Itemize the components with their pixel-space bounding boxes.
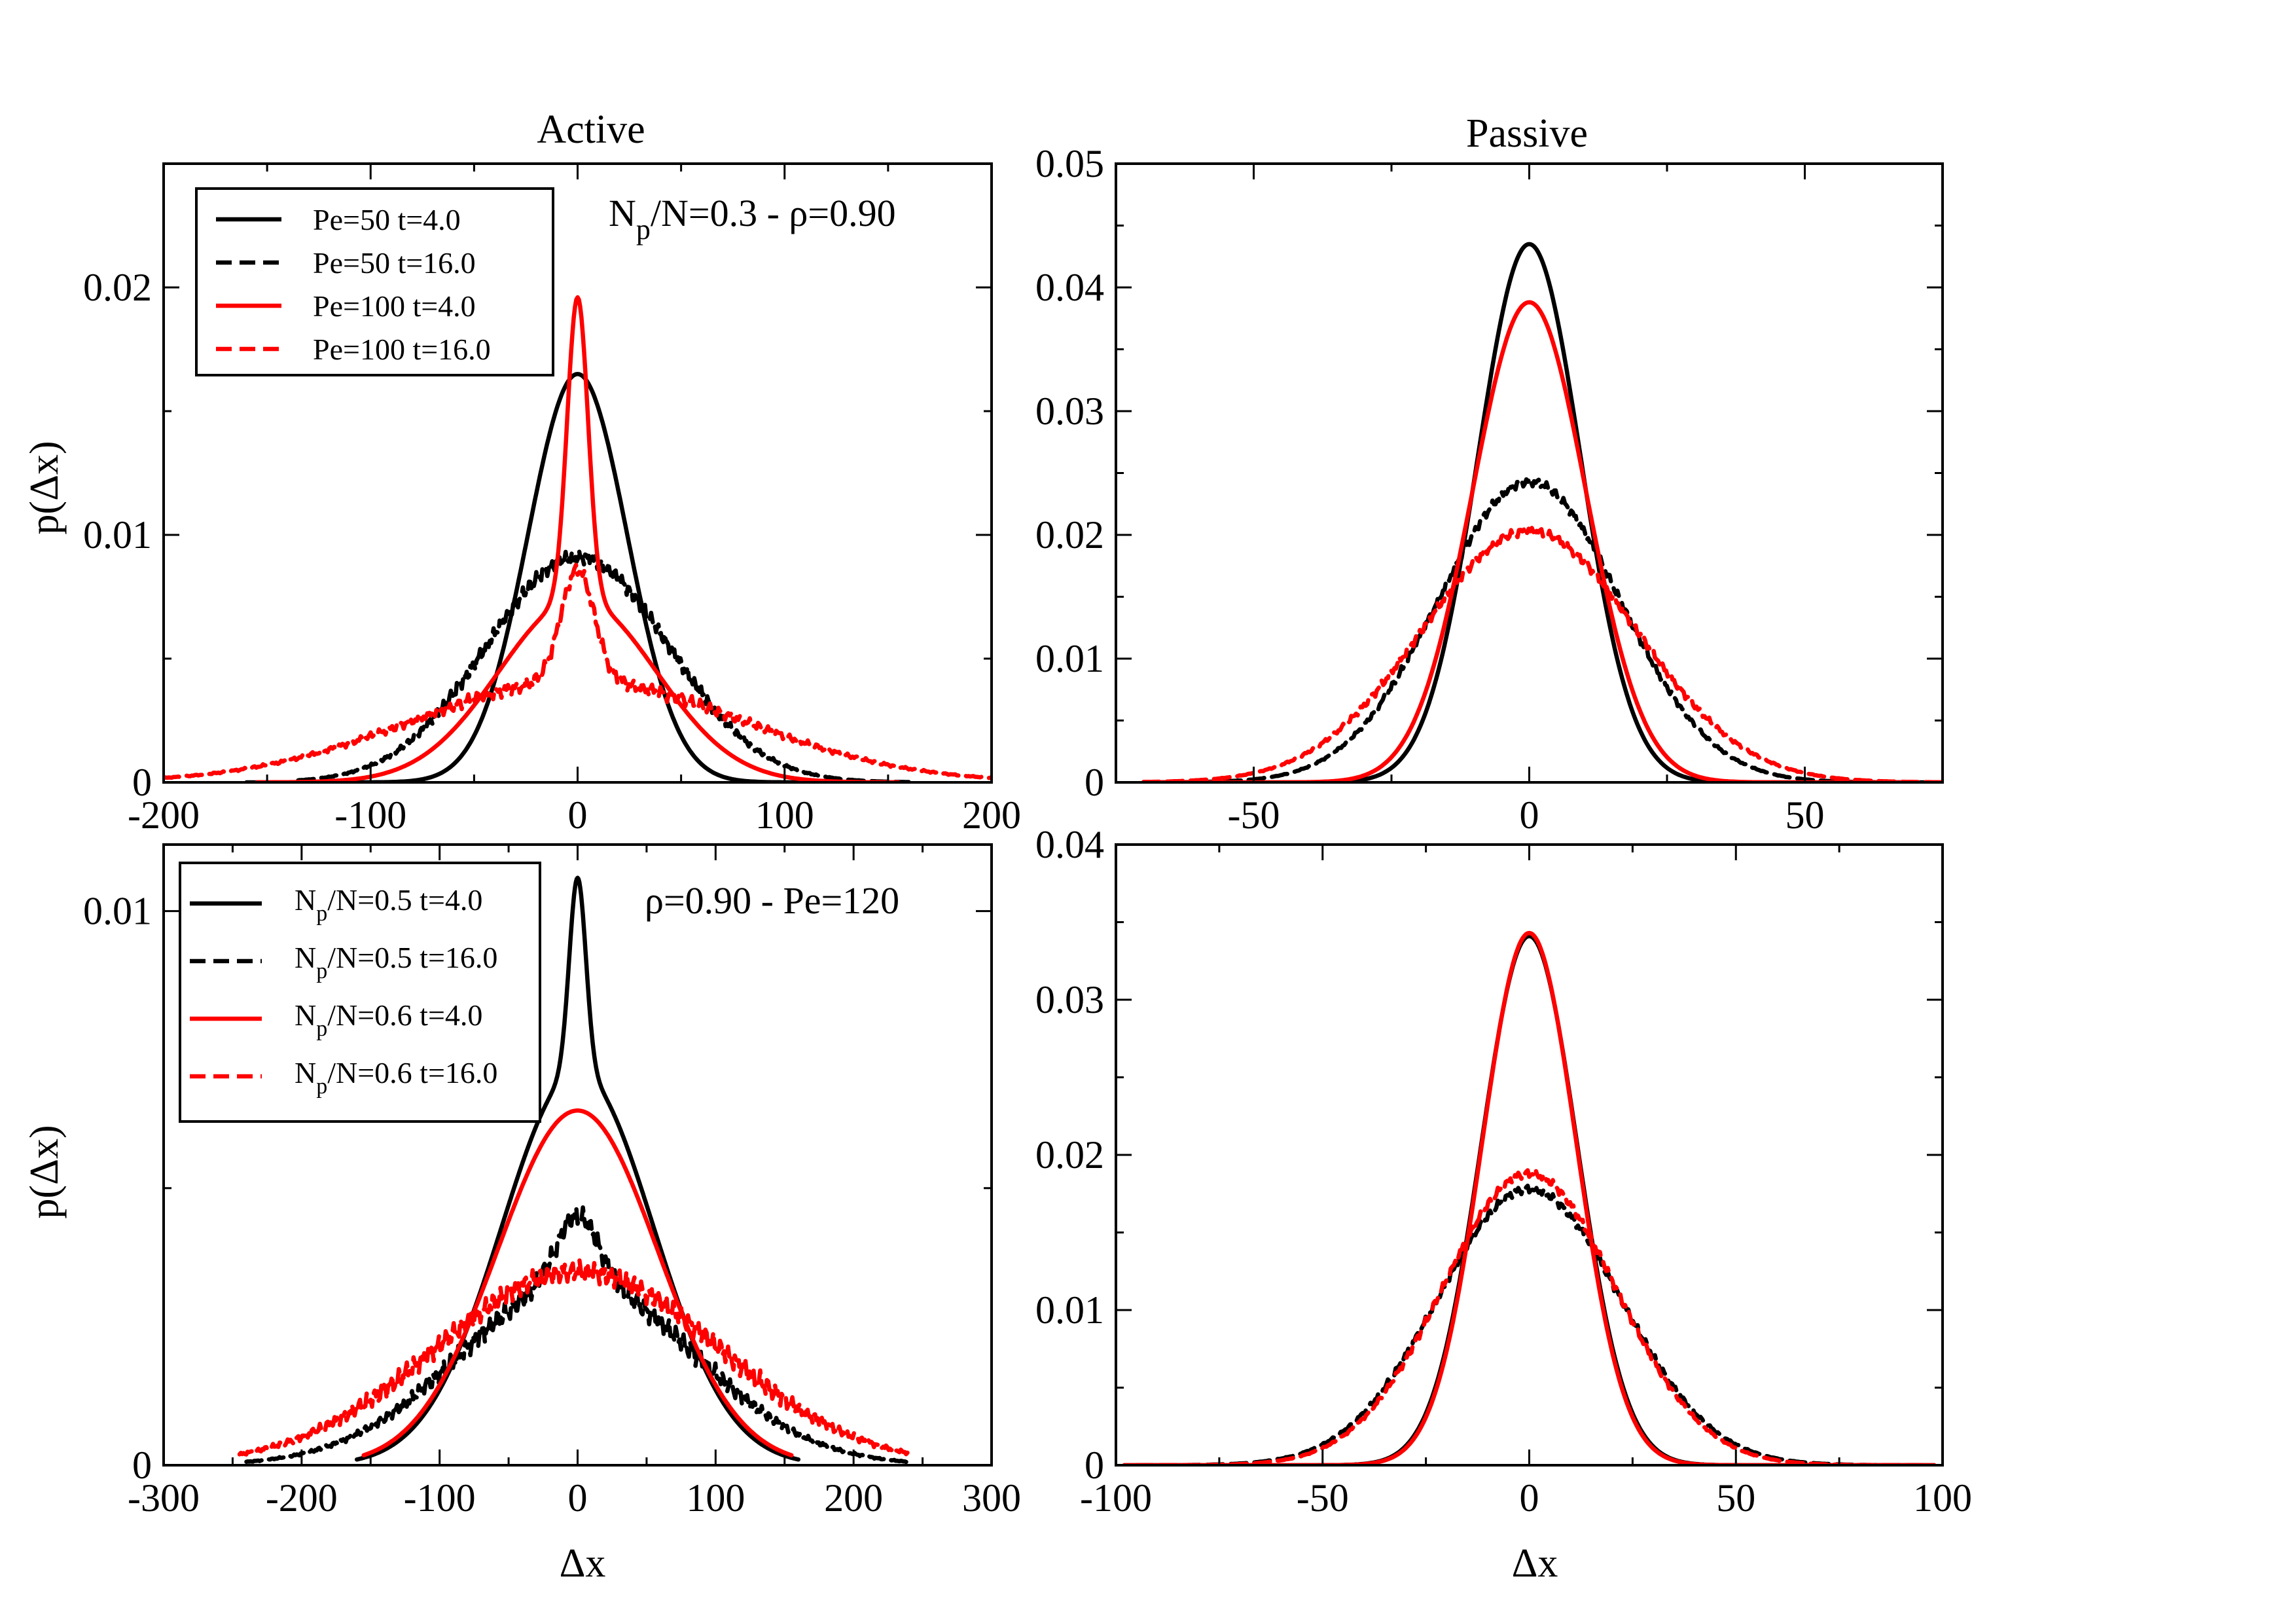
legend-bottom-label-2-sub: p: [316, 1017, 327, 1041]
ytick-label-active_top-2: 0.02: [83, 266, 152, 309]
xtick-label-active_bottom-2: -100: [404, 1476, 476, 1520]
series-active_bottom-2: [361, 1108, 794, 1458]
series-passive_top-3: [1141, 526, 1943, 782]
series-active_top-3: [164, 562, 992, 780]
xtick-label-passive_bottom-0: -100: [1080, 1476, 1152, 1520]
curves-active_bottom: [237, 875, 911, 1465]
series-passive_top-0: [1152, 242, 1907, 782]
legend-bottom: Np/N=0.5 t=4.0 Np/N=0.5 t=16.0 Np/N=0.6 …: [179, 862, 541, 1123]
panel-passive-top: -50 0 50 0 0.01 0.02 0.03 0.04 0.05: [1035, 142, 1944, 837]
ytick-label-passive_bottom-1: 0.01: [1035, 1288, 1104, 1332]
legend-bottom-label-0-rest: /N=0.5 t=4.0: [327, 883, 482, 917]
legend-bottom-label-1: Np/N=0.5 t=16.0: [295, 941, 497, 983]
series-passive_bottom-1: [1134, 1183, 1924, 1465]
xtick-label-active_bottom-5: 200: [824, 1476, 883, 1520]
panel-active-bottom: -300 -200 -100 0 100 200 300 0 0.01: [83, 843, 1021, 1520]
legend-bottom-label-1-rest: /N=0.5 t=16.0: [327, 941, 497, 974]
legend-bottom-label-1-main: N: [295, 941, 316, 974]
ytick-label-passive_bottom-3: 0.03: [1035, 978, 1104, 1021]
legend-top: Pe=50 t=4.0 Pe=50 t=16.0 Pe=100 t=4.0 Pe…: [195, 187, 554, 376]
ytick-label-passive_top-1: 0.01: [1035, 637, 1104, 680]
series-passive_top-1: [1152, 476, 1928, 782]
series-active_bottom-3: [237, 1258, 911, 1457]
ytick-label-passive_top-5: 0.05: [1035, 142, 1104, 185]
legend-bottom-label-1-sub: p: [316, 959, 327, 983]
annotation-bottom: ρ=0.90 - Pe=120: [645, 879, 899, 922]
xlabel-passive: Δx: [1512, 1541, 1558, 1586]
ytick-label-active_bottom-1: 0.01: [83, 890, 152, 933]
legend-top-label-1: Pe=50 t=16.0: [313, 246, 476, 280]
xtick-label-active_top-0: -200: [128, 793, 200, 837]
xtick-label-active_bottom-1: -200: [266, 1476, 338, 1520]
series-active_bottom-1: [244, 1205, 911, 1465]
xtick-label-passive_top-0: -50: [1228, 793, 1280, 837]
series-passive_bottom-0: [1122, 934, 1937, 1465]
legend-bottom-label-3-main: N: [295, 1056, 316, 1089]
ytick-label-passive_bottom-2: 0.02: [1035, 1133, 1104, 1176]
panel-passive-bottom: -100 -50 0 50 100 0 0.01 0.02 0.03 0.04: [1035, 823, 1972, 1520]
ytick-label-passive_top-0: 0: [1085, 761, 1104, 804]
annotation-top: Np/N=0.3 - ρ=0.90: [609, 192, 896, 246]
legend-bottom-label-3: Np/N=0.6 t=16.0: [295, 1056, 497, 1099]
curves-active_top: [164, 295, 992, 782]
xtick-label-active_top-1: -100: [334, 793, 406, 837]
xtick-label-passive_bottom-4: 100: [1913, 1476, 1972, 1520]
xtick-label-passive_bottom-3: 50: [1716, 1476, 1755, 1520]
xtick-label-passive_top-1: 0: [1520, 793, 1539, 837]
legend-top-label-3: Pe=100 t=16.0: [313, 333, 491, 366]
frame-passive_top: [1115, 162, 1944, 784]
xtick-label-active_bottom-4: 100: [686, 1476, 745, 1520]
legend-bottom-label-2-rest: /N=0.6 t=4.0: [327, 998, 482, 1032]
xtick-label-active_bottom-3: 0: [568, 1476, 588, 1520]
curves-passive_bottom: [1122, 930, 1937, 1465]
series-passive_bottom-2: [1122, 930, 1937, 1465]
ytick-label-active_bottom-0: 0: [132, 1444, 152, 1487]
panel-active-top: -200 -100 0 100 200 0 0.01 0.02: [83, 162, 1021, 837]
ytick-label-active_top-0: 0: [132, 761, 152, 804]
legend-bottom-label-0-main: N: [295, 883, 316, 917]
series-active_top-2: [255, 295, 901, 782]
xlabel-active: Δx: [560, 1541, 606, 1586]
ylabel-top: p(Δx): [22, 441, 67, 534]
ytick-label-passive_top-4: 0.04: [1035, 266, 1104, 309]
series-active_top-0: [244, 372, 911, 782]
title-active: Active: [537, 107, 645, 152]
xtick-label-passive_top-2: 50: [1785, 793, 1825, 837]
legend-top-label-2: Pe=100 t=4.0: [313, 289, 476, 323]
legend-bottom-label-0: Np/N=0.5 t=4.0: [295, 883, 482, 926]
title-passive: Passive: [1466, 111, 1588, 156]
ylabel-bottom: p(Δx): [22, 1125, 67, 1218]
annotation-top-sub: p: [636, 213, 651, 246]
ytick-label-passive_top-3: 0.03: [1035, 390, 1104, 433]
legend-bottom-label-3-rest: /N=0.6 t=16.0: [327, 1056, 497, 1089]
xtick-label-active_bottom-0: -300: [128, 1476, 200, 1520]
legend-bottom-label-3-sub: p: [316, 1074, 327, 1099]
xtick-label-active_top-4: 200: [962, 793, 1021, 837]
xtick-label-active_bottom-6: 300: [962, 1476, 1021, 1520]
legend-top-label-0: Pe=50 t=4.0: [313, 203, 461, 236]
annotation-top-rest: /N=0.3 - ρ=0.90: [651, 192, 896, 234]
ytick-label-passive_bottom-0: 0: [1085, 1444, 1104, 1487]
series-passive_bottom-3: [1134, 1167, 1924, 1465]
xtick-label-active_top-3: 100: [755, 793, 814, 837]
xtick-label-passive_bottom-2: 0: [1520, 1476, 1539, 1520]
xtick-label-active_top-2: 0: [568, 793, 588, 837]
legend-bottom-label-2-main: N: [295, 998, 316, 1032]
curves-passive_top: [1141, 242, 1943, 782]
series-passive_top-2: [1152, 300, 1907, 782]
ytick-label-active_top-1: 0.01: [83, 513, 152, 556]
legend-bottom-label-0-sub: p: [316, 902, 327, 926]
legend-bottom-label-2: Np/N=0.6 t=4.0: [295, 998, 482, 1041]
xtick-label-passive_bottom-1: -50: [1297, 1476, 1349, 1520]
ytick-label-passive_bottom-4: 0.04: [1035, 823, 1104, 866]
annotation-top-main: N: [609, 192, 636, 234]
series-active_top-1: [296, 548, 911, 782]
ytick-label-passive_top-2: 0.02: [1035, 513, 1104, 556]
series-active_bottom-0: [354, 875, 801, 1462]
